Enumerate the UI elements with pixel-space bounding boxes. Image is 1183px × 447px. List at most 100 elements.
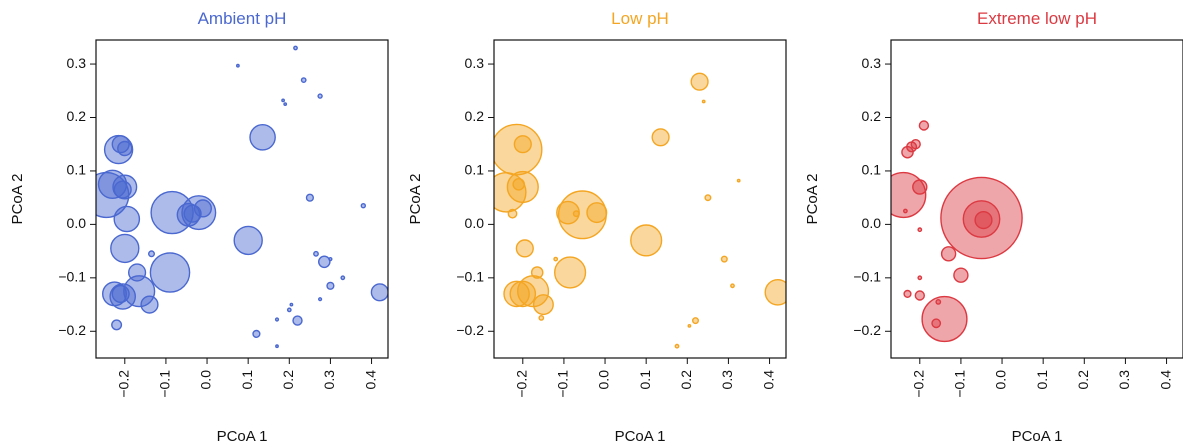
panel-title: Extreme low pH [977,9,1097,28]
points [494,72,786,349]
y-tick-label: 0.2 [67,108,87,124]
panel-low-ph: Low pH −0.2 −0.1 0.0 0.1 0.2 0.3 0.4 −0.2 −0.1 0.0… [407,9,787,445]
y-tick-label: 0.1 [465,162,485,178]
data-point [532,294,554,316]
data-point [113,205,141,233]
data-point [921,295,968,343]
x-tick-label: 0.4 [760,370,776,390]
data-point [736,178,741,183]
data-point [701,99,706,104]
panel-title: Low pH [611,9,669,28]
y-tick-label: 0.0 [862,215,882,231]
data-point [293,45,298,51]
data-point [730,283,735,289]
y-axis-title: PCoA 2 [407,174,424,225]
data-point [110,233,140,264]
data-point [300,77,307,84]
x-tick-label: 0.3 [1116,370,1132,390]
x-axis-title: PCoA 1 [217,428,268,445]
data-point [252,329,261,339]
data-point [720,255,728,263]
data-point [123,275,156,308]
data-point [530,266,544,279]
x-tick-label: −0.2 [513,370,529,398]
data-point [286,307,292,313]
data-point [233,225,263,256]
data-point [917,227,923,233]
data-point [97,169,128,200]
y-tick-label: 0.3 [862,55,882,71]
data-point [326,281,335,290]
data-point [193,199,212,218]
plot-frame [95,39,389,359]
y-tick-label: 0.1 [862,162,882,178]
data-point [113,180,132,199]
y-tick-label: −0.2 [58,322,86,338]
data-point [962,200,1001,238]
x-axis-title: PCoA 1 [615,428,666,445]
x-tick-label: 0.2 [280,370,296,390]
plot-frame [493,39,787,359]
panel-title: Ambient pH [198,9,287,28]
y-tick-label: 0.0 [465,215,485,231]
data-point [512,177,526,191]
data-point [914,290,925,301]
x-tick-label: −0.2 [910,370,926,398]
y-tick-label: 0.2 [465,108,485,124]
data-point [507,208,518,219]
x-tick-label: 0.3 [321,370,337,390]
x-tick-label: 0.3 [719,370,735,390]
data-point [651,128,670,147]
y-axis-title: PCoA 2 [804,174,821,225]
data-point [183,204,202,223]
y-tick-label: 0.0 [67,215,87,231]
points [891,120,1023,343]
data-point [317,255,331,269]
data-point [283,102,288,107]
y-axis-title: PCoA 2 [9,174,26,225]
data-point [912,179,928,195]
data-point [572,210,580,218]
points [96,45,388,349]
data-point [674,343,680,349]
data-point [974,211,993,230]
data-point [318,297,323,302]
x-tick-label: 0.4 [362,370,378,390]
x-tick-label: 0.2 [678,370,694,390]
data-point [553,256,587,289]
data-point [292,315,303,326]
data-point [586,202,608,224]
data-point [515,239,534,258]
y-tick-label: 0.2 [862,108,882,124]
data-point [917,275,923,281]
data-point [281,98,285,103]
data-point [940,176,1023,260]
data-point [235,63,240,68]
data-point [931,318,942,329]
panel-extreme-low-ph: Extreme low pH −0.2 −0.1 0.0 0.1 0.2 0.3 0.4 −0.… [804,9,1183,445]
x-tick-label: 0.0 [993,370,1009,390]
data-point [313,250,319,257]
data-point [910,138,921,150]
x-tick-label: −0.1 [157,370,173,398]
plot-frame [890,39,1183,359]
x-tick-label: 0.1 [637,370,653,390]
data-point [340,275,346,281]
x-tick-label: −0.1 [555,370,571,398]
data-point [903,208,908,214]
y-tick-label: −0.2 [853,322,881,338]
data-point [903,289,912,299]
x-tick-label: 0.2 [1075,370,1091,390]
y-tick-label: −0.1 [58,269,86,285]
y-tick-label: 0.1 [67,162,87,178]
x-tick-label: 0.0 [198,370,214,390]
data-point [305,193,315,202]
x-tick-label: 0.0 [596,370,612,390]
data-point [317,93,323,99]
data-point [147,250,155,258]
data-point [704,194,712,202]
data-point [150,190,194,235]
data-point [275,344,279,349]
y-tick-label: 0.3 [465,55,485,71]
